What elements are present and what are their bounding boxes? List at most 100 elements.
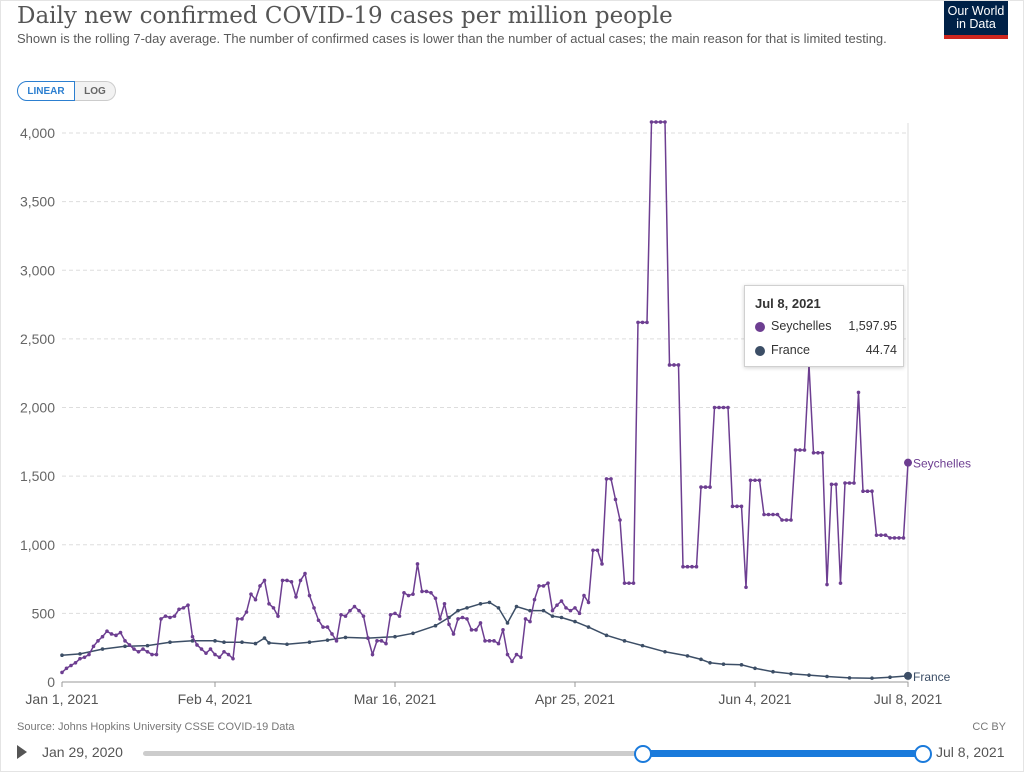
log-scale-button[interactable]: LOG [75,81,116,101]
data-point [325,625,330,629]
data-point [231,656,235,661]
data-point [487,600,492,605]
data-point [195,643,199,647]
data-point [739,663,744,667]
data-point [730,504,735,509]
series-end-labels: France Seychelles [913,457,971,684]
timeline-start-handle[interactable] [634,745,652,763]
data-point [114,633,118,638]
data-point [285,642,289,647]
data-point [744,585,748,590]
line-chart[interactable]: 05001,0001,5002,0002,5003,0003,5004,000 … [0,0,1024,720]
data-point [694,564,699,569]
y-tick-label: 4,000 [20,125,55,141]
owid-logo[interactable]: Our World in Data [944,1,1008,39]
data-point [825,582,829,587]
data-point [105,629,109,634]
data-point [627,581,631,585]
play-icon[interactable] [17,745,27,759]
data-point [793,448,798,452]
x-tick-label: Jun 4, 2021 [718,691,791,707]
data-point [496,641,501,646]
chart-subtitle: Shown is the rolling 7-day average. The … [17,31,887,46]
logo-line-2: in Data [956,17,996,31]
data-point [748,478,753,483]
data-point [564,606,568,610]
data-point [172,614,177,618]
data-point [550,608,555,613]
data-point [604,477,609,481]
data-point [739,504,744,509]
data-point [870,676,874,680]
linear-scale-button[interactable]: LINEAR [17,81,75,101]
data-point [780,518,784,522]
data-point [753,478,757,483]
data-point [424,589,429,594]
data-point [325,638,330,642]
data-point [622,581,627,585]
data-point [127,643,132,647]
data-point [411,631,415,636]
data-point [208,647,213,651]
data-point [586,625,591,629]
y-tick-label: 0 [47,674,55,690]
data-point [370,652,375,657]
timeline-end-handle[interactable] [914,745,932,763]
data-point [874,533,879,537]
timeline-selected-range[interactable] [643,750,923,757]
tooltip-series-name: Seychelles [771,319,832,333]
data-point [289,580,294,584]
data-point [496,606,501,610]
data-point [577,611,582,616]
x-tick-labels: Jan 1, 2021 Feb 4, 2021 Mar 16, 2021 Apr 25… [25,682,942,707]
data-point [204,651,208,655]
timeline-end-label: Jul 8, 2021 [936,744,1005,760]
data-point [573,619,577,624]
data-point [816,450,820,455]
data-point [595,548,600,553]
data-point [654,120,658,124]
data-point [825,674,829,679]
data-point [217,655,222,660]
data-point [190,634,195,639]
data-point [456,608,460,613]
data-point [505,621,510,625]
data-point [285,578,289,583]
data-point [451,632,456,636]
data-point [339,612,343,617]
data-point [699,657,703,662]
seychelles-dot-icon [755,322,765,332]
data-point [474,628,478,632]
data-point [429,590,433,595]
data-point [478,621,483,625]
data-point [438,617,442,621]
data-point [141,647,145,651]
data-point [658,120,663,124]
data-point [775,512,780,517]
data-point [847,676,852,680]
data-point [460,615,465,620]
data-point [609,477,613,481]
timeline-start-label: Jan 29, 2020 [42,744,123,760]
data-point [879,533,883,537]
data-point [870,489,874,494]
data-point [298,578,303,583]
tooltip-series-name: France [771,343,810,357]
data-point [159,617,163,621]
series-end-label: Seychelles [913,457,971,471]
data-point [519,655,523,660]
timeline-track[interactable] [143,751,923,756]
data-point [267,641,271,645]
data-point [123,644,127,649]
data-point [100,634,105,639]
data-point [316,618,321,623]
end-marker [904,458,912,467]
data-point [811,450,816,455]
data-point [334,639,339,643]
data-point [582,593,586,598]
data-point [235,617,240,621]
data-point [645,320,649,325]
data-point [865,489,870,494]
license-link[interactable]: CC BY [972,721,1006,733]
y-tick-label: 2,500 [20,331,55,347]
